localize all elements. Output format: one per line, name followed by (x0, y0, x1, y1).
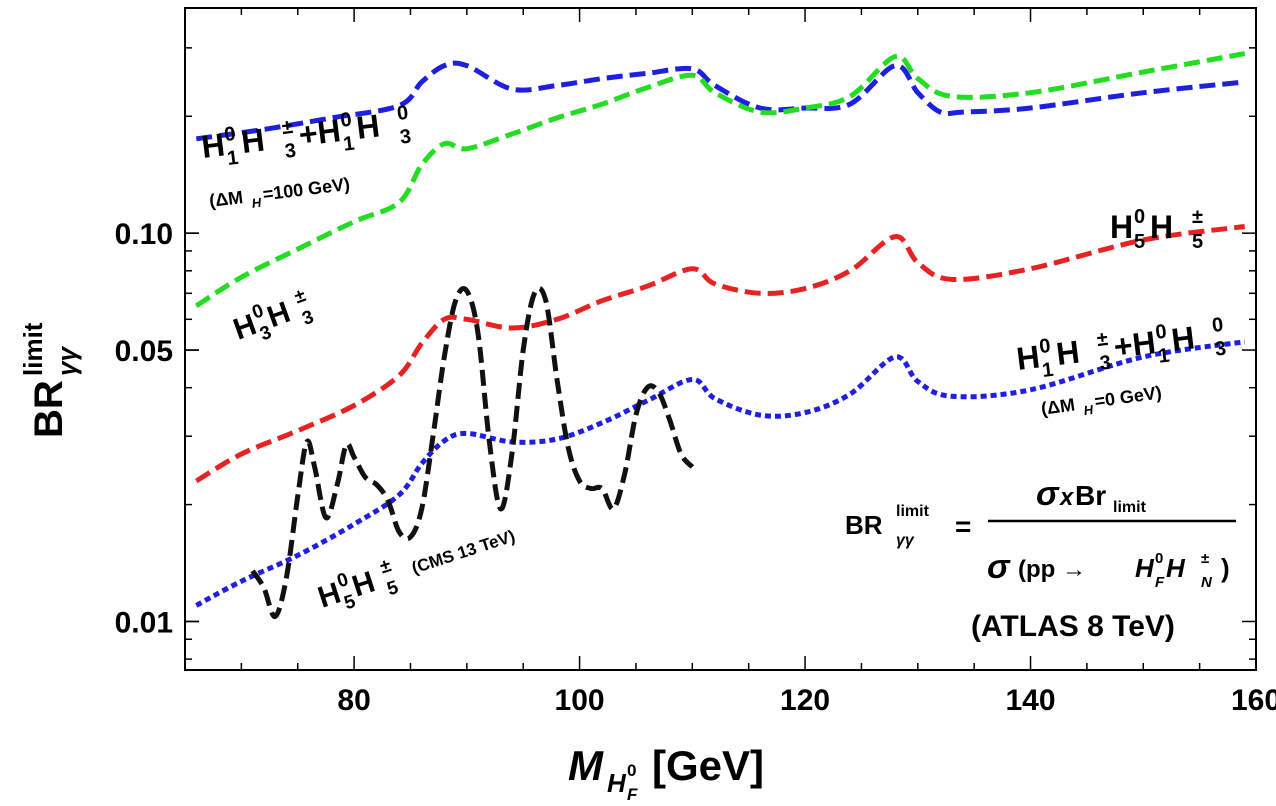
formula-den-sigma: σ (987, 548, 1011, 586)
series-line-1 (194, 51, 1246, 308)
label-blue-lower-h4-sup: 0 (1211, 314, 1225, 337)
formula-num-sub: limit (1113, 499, 1147, 516)
label-green-h2-sub: 3 (300, 307, 317, 330)
x-axis-title-main: M (568, 742, 604, 789)
x-tick-label: 160 (1231, 684, 1276, 717)
atlas-note: (ATLAS 8 TeV) (971, 610, 1175, 643)
label-blue-upper-note-a: (ΔM (208, 187, 244, 211)
formula-lhs-sub: γγ (896, 532, 915, 549)
label-green-h2-sup: ± (292, 285, 309, 308)
y-tick-label: 0.10 (115, 218, 173, 251)
series-line-2 (195, 224, 1246, 484)
x-axis-title-unit: [GeV] (652, 742, 764, 789)
label-blue-lower-h3: +H (1112, 324, 1158, 365)
label-blue-upper: H 0 1 H ± 3 +H 0 1 H 0 3 (199, 102, 413, 170)
label-blue-lower-h3-sub: 1 (1157, 345, 1171, 368)
formula-den-h2-sub: N (1201, 574, 1213, 591)
label-blue-upper-h3-sub: 1 (342, 133, 356, 156)
formula-lhs-sup: limit (896, 503, 930, 520)
label-blue-lower-h3-sup: 0 (1154, 321, 1168, 344)
x-axis-title-subsub: F (627, 785, 638, 804)
label-blue-lower: H 0 1 H ± 3 +H 0 1 H 0 3 (1014, 314, 1228, 382)
label-blue-upper-h1-sup: 0 (223, 123, 237, 146)
label-red: H 0 5 H ± 5 (1110, 206, 1203, 253)
label-blue-upper-h4: H (354, 107, 381, 146)
label-blue-lower-h2-sub: 3 (1099, 352, 1113, 375)
y-tick-label: 0.01 (115, 606, 173, 639)
formula-den-h2: H (1166, 553, 1186, 583)
label-blue-upper-h2: H (239, 122, 266, 161)
x-axis-title: M H 0 F [GeV] (568, 742, 764, 804)
label-blue-lower-h2: H (1054, 334, 1081, 373)
x-tick-label: 100 (555, 684, 605, 717)
label-blue-upper-note-c: =100 GeV) (262, 174, 351, 205)
y-axis-title-sub: γγ (52, 346, 82, 376)
label-blue-lower-note-b: H (1083, 402, 1095, 418)
formula: BR limit γγ = σ x Br limit σ (pp → H 0 F… (845, 475, 1236, 643)
label-blue-upper-h4-sup: 0 (396, 102, 410, 125)
label-blue-lower-note-a: (ΔM (1040, 394, 1076, 419)
formula-num-x: x (1058, 484, 1075, 511)
formula-den-close: ) (1221, 553, 1230, 583)
label-blue-upper-h3-sup: 0 (339, 109, 353, 132)
y-axis-title-main: BR (27, 380, 71, 438)
formula-den-h1: H (1135, 553, 1155, 583)
label-blue-upper-note: (ΔM H =100 GeV) (208, 174, 351, 211)
formula-lhs: BR (845, 510, 883, 540)
label-blue-lower-h4: H (1169, 319, 1196, 358)
series-layer (194, 51, 1246, 620)
label-blue-upper-h3: +H (297, 112, 343, 153)
label-blue-upper-h2-sub: 3 (284, 140, 298, 163)
formula-den-h1-sub: F (1155, 574, 1165, 591)
label-green: H 0 3 H ± 3 (229, 285, 317, 347)
label-black-h2-sub: 5 (385, 577, 402, 600)
x-tick-label: 140 (1005, 684, 1055, 717)
label-blue-upper-h2-sup: ± (281, 116, 295, 139)
y-axis-title-sup: limit (18, 322, 48, 376)
plot-frame (184, 7, 1257, 671)
label-black-h2-sup: ± (377, 555, 393, 578)
label-red-h2-sub: 5 (1192, 231, 1203, 253)
label-blue-upper-h1: H (199, 126, 226, 165)
label-blue-lower-h1-sub: 1 (1041, 359, 1055, 382)
series-line-0 (195, 60, 1245, 142)
label-red-h1: H (1110, 209, 1133, 245)
label-blue-lower-h1: H (1014, 338, 1041, 377)
label-red-h1-sub: 5 (1134, 231, 1145, 253)
label-blue-lower-h4-sub: 3 (1214, 338, 1228, 361)
series-line-4 (250, 285, 695, 620)
formula-num-br: Br (1075, 480, 1106, 511)
x-axis-title-sub: H (607, 768, 627, 798)
x-tick-label: 80 (337, 684, 370, 717)
label-red-h1-sup: 0 (1134, 206, 1145, 228)
label-blue-upper-note-b: H (251, 195, 263, 211)
x-tick-label: 120 (780, 684, 830, 717)
formula-den-h2-sup: ± (1201, 550, 1209, 567)
label-blue-lower-h2-sup: ± (1096, 328, 1110, 351)
label-blue-lower-note-c: =0 GeV) (1093, 382, 1163, 411)
label-blue-lower-note: (ΔM H =0 GeV) (1040, 382, 1163, 419)
x-axis-title-subsup: 0 (627, 761, 636, 780)
label-blue-upper-h4-sub: 3 (399, 126, 413, 149)
label-blue-upper-h1-sub: 1 (226, 147, 240, 170)
label-blue-lower-h1-sup: 0 (1038, 335, 1052, 358)
formula-den-h1-sup: 0 (1155, 550, 1163, 567)
formula-den-pp: (pp → (1018, 556, 1086, 583)
y-tick-label: 0.05 (115, 335, 173, 368)
series-line-3 (195, 339, 1246, 608)
y-axis-title: BR limit γγ (18, 322, 82, 438)
label-red-h2-sup: ± (1192, 206, 1203, 228)
formula-num-sigma: σ (1036, 475, 1060, 513)
formula-eq: = (955, 511, 971, 542)
label-red-h2: H (1150, 209, 1173, 245)
label-black-note: (CMS 13 TeV) (409, 526, 517, 577)
